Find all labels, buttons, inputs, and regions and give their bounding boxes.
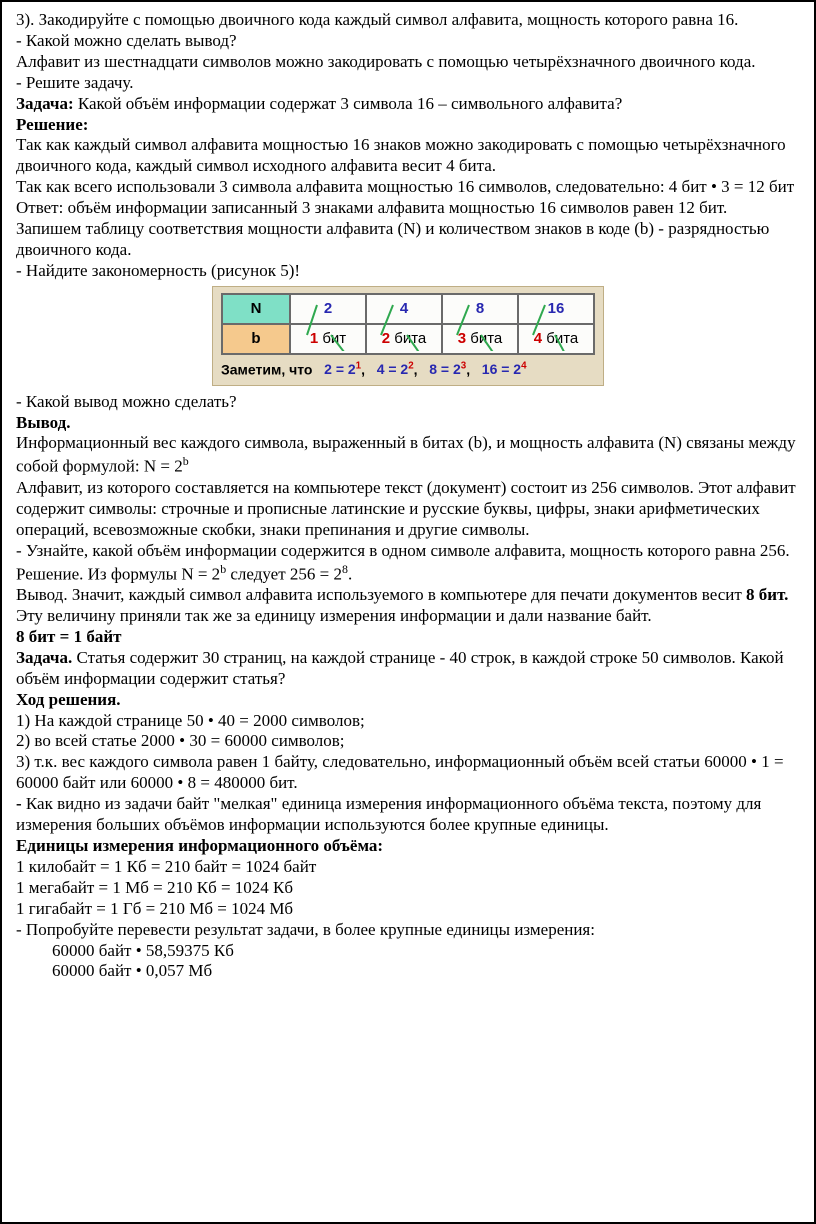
note-eq3: 8 = 23 (429, 361, 466, 377)
para-byte-intro: Эту величину приняли так же за единицу и… (16, 606, 800, 627)
unit-mb: 1 мегабайт = 1 Мб = 210 Кб = 1024 Кб (16, 878, 800, 899)
text-concl256a: Вывод. Значит, каждый символ алфавита ис… (16, 585, 746, 604)
text-conclusion: Информационный вес каждого символа, выра… (16, 433, 796, 476)
document-page: 3). Закодируйте с помощью двоичного кода… (0, 0, 816, 1224)
figure5: N 2 4 8 16 b 1 бит 2 бита 3 бита 4 бита (212, 286, 604, 386)
para-task-article: Задача. Статья содержит 30 страниц, на к… (16, 648, 800, 690)
cell-N2: 8 (442, 294, 518, 324)
unit-kb: 1 килобайт = 1 Кб = 210 байт = 1024 байт (16, 857, 800, 878)
figure5-wrap: N 2 4 8 16 b 1 бит 2 бита 3 бита 4 бита (16, 286, 800, 386)
text-sol256c: . (348, 564, 352, 583)
text-sol256b: следует 256 = 2 (226, 564, 342, 583)
para-8bit-1byte: 8 бит = 1 байт (16, 627, 800, 648)
text-byte-small: Как видно из задачи байт "мелкая" единиц… (16, 794, 761, 834)
label-solution: Решение: (16, 115, 800, 136)
note-label: Заметим, что (221, 361, 312, 377)
text-8bit: 8 бит. (746, 585, 788, 604)
figure5-table: N 2 4 8 16 b 1 бит 2 бита 3 бита 4 бита (221, 293, 595, 355)
cell-b2: 3 бита (442, 324, 518, 354)
cell-N1: 4 (366, 294, 442, 324)
cell-N0: 2 (290, 294, 366, 324)
para-convert: - Попробуйте перевести результат задачи,… (16, 920, 800, 941)
text-task-article: Статья содержит 30 страниц, на каждой ст… (16, 648, 784, 688)
para-byte-small: - Как видно из задачи байт "мелкая" един… (16, 794, 800, 836)
note-eq2: 4 = 22 (377, 361, 414, 377)
step2: 2) во всей статье 2000 • 30 = 60000 симв… (16, 731, 800, 752)
cell-b3: 4 бита (518, 324, 594, 354)
para-sol1: Так как каждый символ алфавита мощностью… (16, 135, 800, 177)
para-table-intro: Запишем таблицу соответствия мощности ал… (16, 219, 800, 261)
step3: 3) т.к. вес каждого символа равен 1 байт… (16, 752, 800, 794)
label-task: Задача: (16, 94, 74, 113)
para-answer2: Ответ: объём информации записанный 3 зна… (16, 198, 800, 219)
para-concl256: Вывод. Значит, каждый символ алфавита ис… (16, 585, 800, 606)
text-sol256a: Решение. Из формулы N = 2 (16, 564, 220, 583)
conv-mb: 60000 байт • 0,057 Мб (16, 961, 800, 982)
para-answer1: Алфавит из шестнадцати символов можно за… (16, 52, 800, 73)
para-conclusion: Информационный вес каждого символа, выра… (16, 433, 800, 477)
text-task1: Какой объём информации содержат 3 символ… (74, 94, 623, 113)
para-256alpha: Алфавит, из которого составляется на ком… (16, 478, 800, 541)
figure5-note: Заметим, что 2 = 21, 4 = 22, 8 = 23, 16 … (221, 355, 595, 379)
conv-kb: 60000 байт • 58,59375 Кб (16, 941, 800, 962)
cell-N3: 16 (518, 294, 594, 324)
cell-b0: 1 бит (290, 324, 366, 354)
label-conclusion: Вывод. (16, 413, 800, 434)
dash-bold: - (16, 794, 26, 813)
para-question1: - Какой можно сделать вывод? (16, 31, 800, 52)
para-sol2: Так как всего использовали 3 символа алф… (16, 177, 800, 198)
cell-N-header: N (222, 294, 290, 324)
para-units-title: Единицы измерения информационного объёма… (16, 836, 800, 857)
para-intro: 3). Закодируйте с помощью двоичного кода… (16, 10, 800, 31)
cell-b1: 2 бита (366, 324, 442, 354)
para-question2: - Какой вывод можно сделать? (16, 392, 800, 413)
para-task256: - Узнайте, какой объём информации содерж… (16, 541, 800, 562)
para-solve-prompt: - Решите задачу. (16, 73, 800, 94)
exp-b: b (183, 454, 189, 468)
label-steps: Ход решения. (16, 690, 800, 711)
para-task1: Задача: Какой объём информации содержат … (16, 94, 800, 115)
para-find-pattern: - Найдите закономерность (рисунок 5)! (16, 261, 800, 282)
unit-gb: 1 гигабайт = 1 Гб = 210 Мб = 1024 Мб (16, 899, 800, 920)
label-task2: Задача. (16, 648, 72, 667)
para-sol256: Решение. Из формулы N = 2b следует 256 =… (16, 562, 800, 586)
note-eq4: 16 = 24 (482, 361, 527, 377)
step1: 1) На каждой странице 50 • 40 = 2000 сим… (16, 711, 800, 732)
cell-b-header: b (222, 324, 290, 354)
note-eq1: 2 = 21 (324, 361, 361, 377)
